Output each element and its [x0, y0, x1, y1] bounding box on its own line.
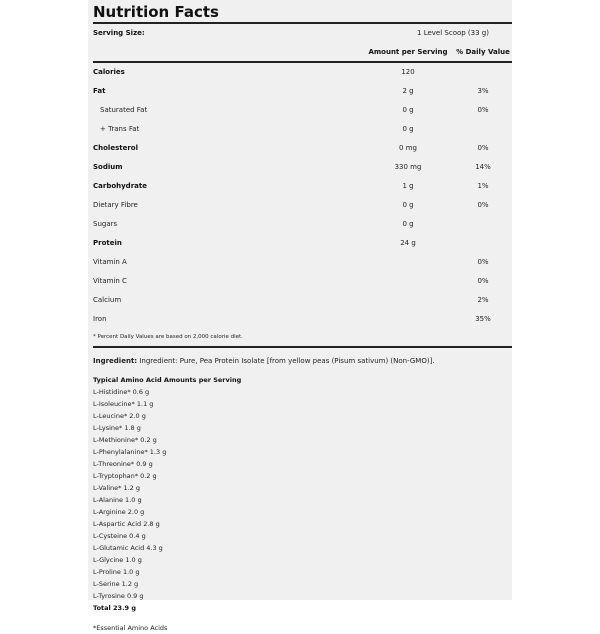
amino-item: L-Methionine* 0.2 g — [93, 436, 157, 444]
nutrient-row: Vitamin C 0% — [93, 274, 512, 288]
amino-item: L-Aspartic Acid 2.8 g — [93, 520, 160, 528]
nutrient-label: Fat — [93, 87, 106, 95]
nutrient-row: Fat 2 g 3% — [93, 84, 512, 98]
amino-item: L-Glutamic Acid 4.3 g — [93, 544, 163, 552]
serving-size-row: Serving Size: 1 Level Scoop (33 g) — [93, 26, 512, 40]
nutrient-row: + Trans Fat 0 g — [93, 122, 512, 136]
column-headers: Amount per Serving % Daily Value — [93, 45, 512, 59]
nutrient-label: Carbohydrate — [93, 182, 147, 190]
nutrient-amount: 120 — [401, 68, 415, 76]
nutrient-amount: 330 mg — [394, 163, 422, 171]
amino-item: L-Tyrosine 0.9 g — [93, 592, 144, 600]
nutrient-label: Saturated Fat — [100, 106, 148, 114]
nutrient-daily-value: 14% — [475, 163, 491, 171]
amino-note: *Essential Amino Acids — [93, 624, 168, 632]
ingredient-text: Ingredient: Pure, Pea Protein Isolate [f… — [139, 357, 435, 365]
amino-acid-list: Typical Amino Acid Amounts per Serving L… — [93, 374, 241, 634]
nutrient-daily-value: 3% — [477, 87, 489, 95]
nutrient-label: Calcium — [93, 296, 122, 304]
nutrient-row: Carbohydrate 1 g 1% — [93, 179, 512, 193]
amino-item: L-Phenylalanine* 1.3 g — [93, 448, 167, 456]
nutrient-daily-value: 35% — [475, 315, 491, 323]
amino-item: L-Glycine 1.0 g — [93, 556, 142, 564]
amino-item: L-Tryptophan* 0.2 g — [93, 472, 157, 480]
nutrient-daily-value: 1% — [477, 182, 489, 190]
nutrient-daily-value: 0% — [477, 201, 489, 209]
amino-item: L-Serine 1.2 g — [93, 580, 139, 588]
nutrient-row: Protein 24 g — [93, 236, 512, 250]
divider — [93, 346, 512, 348]
nutrient-daily-value: 2% — [477, 296, 489, 304]
nutrient-row: Sugars 0 g — [93, 217, 512, 231]
nutrient-daily-value: 0% — [477, 258, 489, 266]
nutrient-amount: 1 g — [402, 182, 414, 190]
amino-item: L-Leucine* 2.0 g — [93, 412, 146, 420]
nutrient-row: Calories 120 — [93, 65, 512, 79]
nutrient-label: Cholesterol — [93, 144, 138, 152]
amino-total: Total 23.9 g — [93, 604, 136, 612]
amino-item: L-Histidine* 0.6 g — [93, 388, 150, 396]
divider — [93, 61, 512, 63]
nutrient-row: Saturated Fat 0 g 0% — [93, 103, 512, 117]
amino-heading: Typical Amino Acid Amounts per Serving — [93, 376, 242, 384]
divider — [93, 22, 512, 24]
amino-item: L-Valine* 1.2 g — [93, 484, 140, 492]
nutrient-amount: 0 g — [402, 201, 414, 209]
nutrient-amount: 0 g — [402, 125, 414, 133]
amino-item: L-Cysteine 0.4 g — [93, 532, 146, 540]
serving-size-label: Serving Size: — [93, 29, 145, 37]
nutrient-row: Iron 35% — [93, 312, 512, 326]
nutrient-amount: 0 mg — [399, 144, 417, 152]
amino-item: L-Arginine 2.0 g — [93, 508, 145, 516]
nutrient-row: Calcium 2% — [93, 293, 512, 307]
amino-item: L-Threonine* 0.9 g — [93, 460, 153, 468]
nutrient-amount: 0 g — [402, 106, 414, 114]
nutrition-panel: Nutrition Facts Serving Size: 1 Level Sc… — [88, 0, 512, 632]
nutrient-label: Dietary Fibre — [93, 201, 138, 209]
footnote: * Percent Daily Values are based on 2,00… — [93, 334, 243, 340]
amino-item: L-Alanine 1.0 g — [93, 496, 142, 504]
nutrient-label: Protein — [93, 239, 122, 247]
amino-item: L-Proline 1.0 g — [93, 568, 140, 576]
page-title: Nutrition Facts — [93, 3, 219, 21]
nutrient-label: Sodium — [93, 163, 123, 171]
nutrient-row: Sodium 330 mg 14% — [93, 160, 512, 174]
daily-value-header: % Daily Value — [456, 48, 510, 56]
ingredient-label: Ingredient: — [93, 357, 138, 365]
ingredient-row: Ingredient: Ingredient: Pure, Pea Protei… — [93, 354, 512, 368]
amino-item: L-Lysine* 1.8 g — [93, 424, 141, 432]
serving-size-value: 1 Level Scoop (33 g) — [417, 29, 489, 37]
nutrient-amount: 0 g — [402, 220, 414, 228]
nutrient-daily-value: 0% — [477, 144, 489, 152]
amount-header: Amount per Serving — [368, 48, 448, 56]
nutrient-amount: 2 g — [402, 87, 414, 95]
nutrient-row: Vitamin A 0% — [93, 255, 512, 269]
nutrient-daily-value: 0% — [477, 106, 489, 114]
nutrient-label: Vitamin C — [93, 277, 127, 285]
nutrient-label: Sugars — [93, 220, 118, 228]
amino-item: L-Isoleucine* 1.1 g — [93, 400, 154, 408]
nutrient-label: Vitamin A — [93, 258, 127, 266]
nutrient-daily-value: 0% — [477, 277, 489, 285]
nutrient-label: Iron — [93, 315, 107, 323]
nutrient-amount: 24 g — [400, 239, 416, 247]
nutrient-row: Cholesterol 0 mg 0% — [93, 141, 512, 155]
nutrient-label: Calories — [93, 68, 125, 76]
nutrient-label: + Trans Fat — [100, 125, 140, 133]
nutrient-row: Dietary Fibre 0 g 0% — [93, 198, 512, 212]
